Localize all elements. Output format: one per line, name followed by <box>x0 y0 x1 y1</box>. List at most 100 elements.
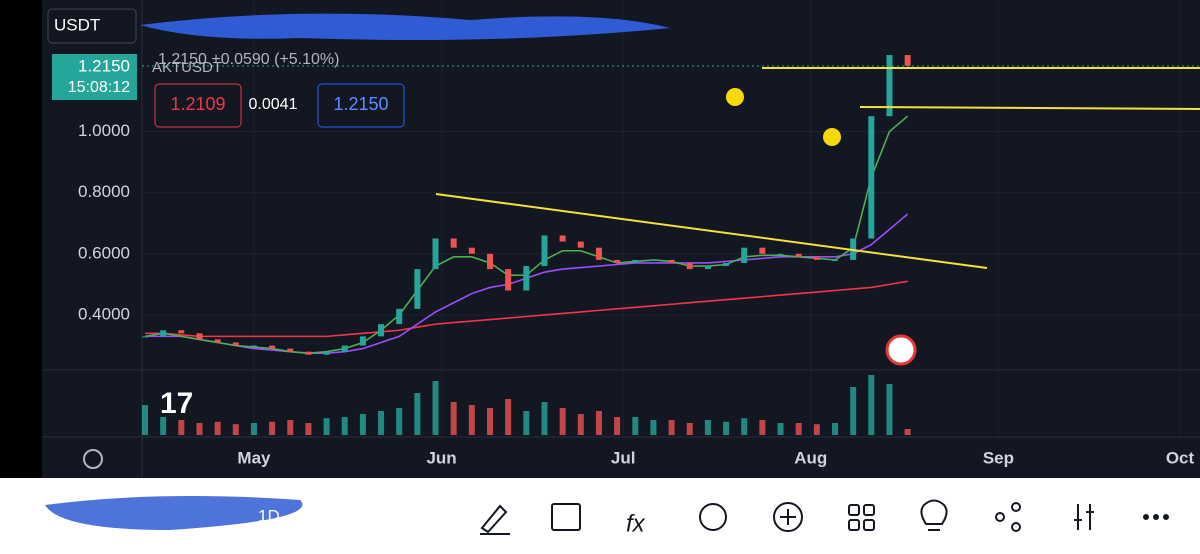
compare-tool[interactable] <box>1074 504 1094 530</box>
candle <box>813 256 820 260</box>
volume-bar <box>723 421 730 435</box>
candle <box>704 266 711 270</box>
draw-tool[interactable] <box>480 504 510 535</box>
candle <box>178 330 185 334</box>
settings-icon[interactable] <box>83 449 103 469</box>
volume-bar <box>214 421 221 435</box>
share-tool <box>1011 502 1021 512</box>
add-tool[interactable] <box>773 502 803 532</box>
volume-bar <box>741 418 748 435</box>
share-tool[interactable] <box>995 512 1005 522</box>
more-tool <box>1163 514 1169 520</box>
last-price: 1.2150 <box>78 56 130 75</box>
y-tick-label: 0.4000 <box>78 304 130 323</box>
candle <box>323 351 330 355</box>
candle <box>414 269 421 309</box>
volume-bar <box>614 417 621 435</box>
candle <box>450 238 457 248</box>
toolbar: fx <box>480 499 1169 537</box>
volume-bar <box>850 387 857 435</box>
chart-bg <box>42 0 1200 478</box>
symbol-line: 1.2150 +0.0590 (+5.10%) <box>158 51 339 68</box>
volume-bar <box>759 420 766 435</box>
volume-bar <box>650 420 657 435</box>
alert-tool[interactable] <box>699 503 727 531</box>
bid[interactable]: 1.2109 <box>170 94 225 114</box>
volume-bar <box>287 420 294 435</box>
volume-bar <box>414 393 421 435</box>
volume-bar <box>813 424 820 435</box>
x-tick-label: Jul <box>611 448 636 467</box>
y-tick-label: 0.8000 <box>78 182 130 201</box>
candle <box>305 351 312 355</box>
candle <box>777 253 784 255</box>
layout-tool <box>863 504 875 516</box>
candle <box>541 235 548 267</box>
candle <box>341 345 348 352</box>
volume-bar <box>232 424 239 435</box>
quote[interactable]: USDT <box>54 15 100 34</box>
volume-bar <box>305 423 312 435</box>
candle <box>214 339 221 343</box>
candle <box>359 336 366 346</box>
volume-bar <box>160 417 167 435</box>
x-tick-label: Oct <box>1166 448 1195 467</box>
candle <box>196 333 203 340</box>
buy-button[interactable] <box>317 83 405 128</box>
volume-bar <box>250 423 257 435</box>
candle <box>505 269 512 291</box>
more-tool[interactable] <box>1143 514 1149 520</box>
share-tool <box>1011 522 1021 532</box>
volume-bar <box>396 408 403 435</box>
volume-bar <box>269 421 276 435</box>
logo: 17 <box>160 387 193 420</box>
y-tick-label: 0.6000 <box>78 243 130 262</box>
alert-icon[interactable] <box>726 88 744 106</box>
volume-bar <box>559 408 566 435</box>
candle <box>432 238 439 270</box>
candle <box>250 345 257 347</box>
candle <box>886 55 893 117</box>
volume-bar <box>868 375 875 435</box>
layout-tool[interactable] <box>848 504 860 516</box>
candle <box>868 116 875 239</box>
candle <box>832 259 838 261</box>
moving-average <box>145 280 908 338</box>
volume-bar <box>632 417 639 435</box>
volume-bar <box>577 414 584 435</box>
candle <box>559 235 566 242</box>
volume-bar <box>432 381 439 435</box>
countdown: 15:08:12 <box>68 79 130 96</box>
candle <box>269 345 276 349</box>
volume-bar <box>832 423 838 435</box>
price-tag <box>52 54 137 100</box>
candle <box>632 259 639 263</box>
volume-bar <box>668 420 675 435</box>
volume-bar <box>142 405 148 435</box>
volume-bar <box>359 414 366 435</box>
quote-selector[interactable] <box>47 8 137 44</box>
event-icon[interactable] <box>885 334 917 366</box>
candle <box>741 247 748 263</box>
sell-button[interactable] <box>154 83 242 128</box>
candle <box>468 247 475 254</box>
candle <box>723 262 730 267</box>
ideas-tool[interactable] <box>920 499 948 531</box>
y-tick-label: 1.0000 <box>78 121 130 140</box>
candle <box>160 330 167 337</box>
candle <box>686 262 693 270</box>
candle <box>142 336 148 338</box>
volume-bar <box>487 408 493 435</box>
indicators-tool[interactable]: fx <box>626 510 646 537</box>
layout-tool <box>863 519 875 531</box>
volume-bar <box>450 402 457 435</box>
volume-bar <box>323 418 330 435</box>
notes-tool[interactable] <box>551 503 581 531</box>
volume-bar <box>795 423 802 435</box>
interval[interactable]: 1D <box>258 506 280 525</box>
x-tick-label: Aug <box>794 448 827 467</box>
alert-icon[interactable] <box>823 128 841 146</box>
ask[interactable]: 1.2150 <box>333 94 388 114</box>
volume-bar <box>341 417 348 435</box>
